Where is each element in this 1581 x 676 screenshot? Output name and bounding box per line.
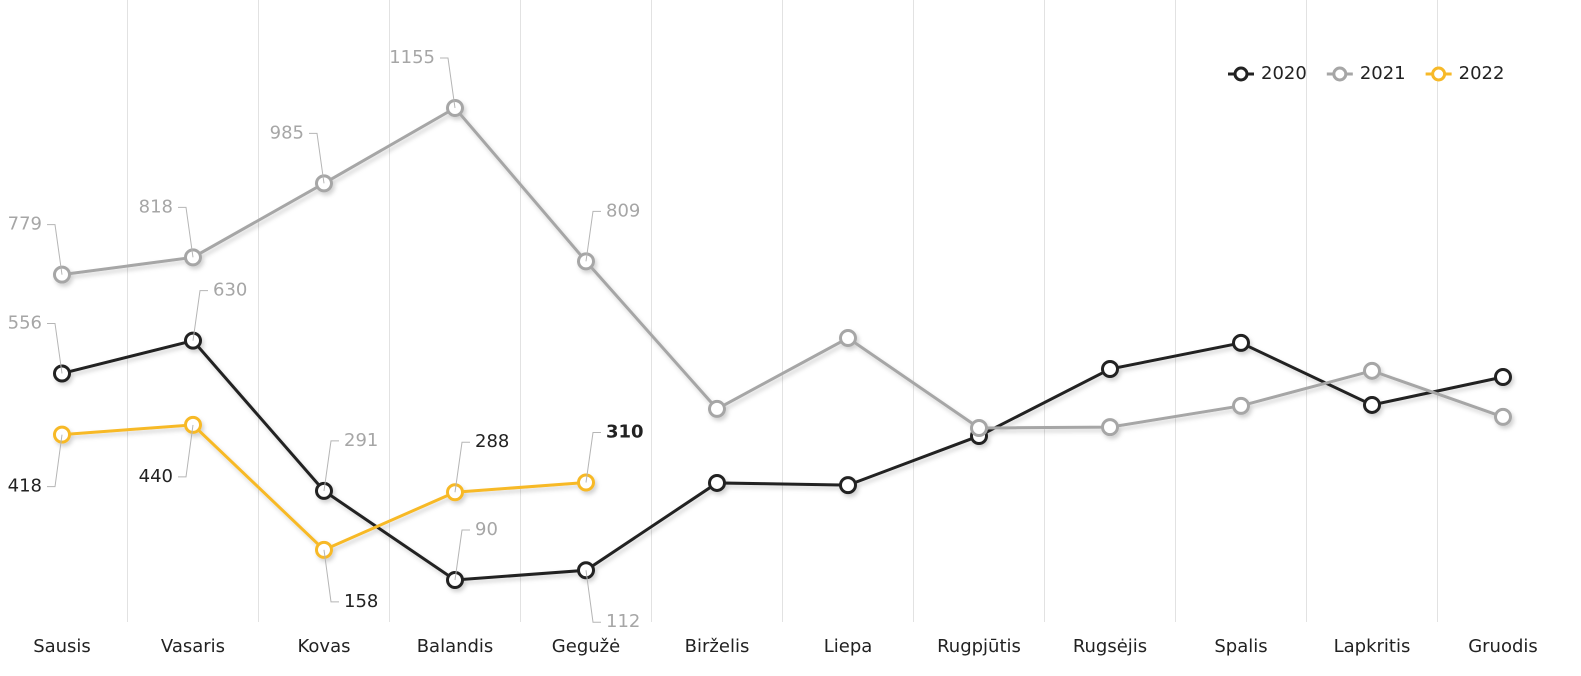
data-label: 418 — [8, 476, 42, 497]
leader-line — [178, 424, 194, 478]
leader-line — [178, 206, 194, 258]
data-label: 985 — [270, 122, 304, 143]
leader-line — [47, 224, 63, 275]
point — [1101, 418, 1119, 437]
point — [839, 329, 857, 348]
data-label: 556 — [8, 312, 42, 333]
x-tick-label: Balandis — [417, 636, 494, 657]
leader-line — [454, 441, 470, 493]
x-tick-label: Sausis — [33, 636, 91, 657]
x-tick-label: Vasaris — [161, 636, 225, 657]
leader-line — [47, 322, 63, 374]
leader-line — [585, 570, 601, 623]
data-label: 90 — [475, 519, 498, 540]
legend-marker — [1431, 66, 1447, 82]
leader-line — [192, 290, 208, 341]
data-label: 1155 — [389, 47, 435, 68]
leader-line — [323, 440, 339, 491]
legend-label: 2022 — [1459, 63, 1505, 84]
leader-line — [323, 549, 339, 603]
leader-line — [47, 434, 63, 488]
x-tick-label: Gegužė — [552, 636, 620, 657]
data-label: 112 — [606, 611, 640, 632]
point — [970, 418, 988, 437]
data-label: 630 — [213, 280, 247, 301]
point — [839, 476, 857, 495]
leader-line — [585, 431, 601, 483]
legend-label: 2020 — [1261, 63, 1307, 84]
x-tick-label: Gruodis — [1468, 636, 1538, 657]
point — [708, 399, 726, 418]
point — [1363, 361, 1381, 380]
x-tick-label: Birželis — [685, 636, 750, 657]
data-label: 291 — [344, 430, 378, 451]
data-label: 779 — [8, 214, 42, 235]
x-tick-label: Rugsėjis — [1073, 636, 1147, 657]
grid: Sausis Vasaris Kovas Balandis Gegužė Birželis… — [33, 0, 1538, 657]
series-line — [61, 106, 1504, 430]
data-label: 158 — [344, 591, 378, 612]
data-label: 310 — [606, 421, 644, 442]
leader-line — [309, 132, 325, 184]
x-tick-label: Liepa — [824, 636, 873, 657]
point — [1494, 407, 1512, 426]
series-line — [61, 338, 1504, 582]
x-tick-label: Lapkritis — [1334, 636, 1411, 657]
x-tick-label: Kovas — [298, 636, 351, 657]
data-label: 440 — [139, 466, 173, 487]
legend-marker — [1233, 66, 1249, 82]
legend: 2020 2021 2022 — [1228, 63, 1504, 84]
labels: 556 630 291 90 112 779 818 985 1155 809 418 440 158 2… — [8, 47, 644, 632]
x-tick-label: Spalis — [1214, 636, 1267, 657]
point — [1232, 333, 1250, 352]
data-label: 288 — [475, 431, 509, 452]
leader-line — [454, 529, 470, 581]
data-label: 818 — [139, 196, 173, 217]
point — [1363, 395, 1381, 414]
legend-label: 2021 — [1360, 63, 1406, 84]
leader-line — [440, 57, 456, 109]
data-label: 809 — [606, 200, 640, 221]
point — [1494, 368, 1512, 387]
point — [1232, 396, 1250, 415]
point — [1101, 360, 1119, 379]
legend-marker — [1332, 66, 1348, 82]
leader-line — [585, 210, 601, 262]
plot — [53, 99, 1512, 589]
point — [708, 473, 726, 492]
x-tick-label: Rugpjūtis — [937, 636, 1021, 657]
